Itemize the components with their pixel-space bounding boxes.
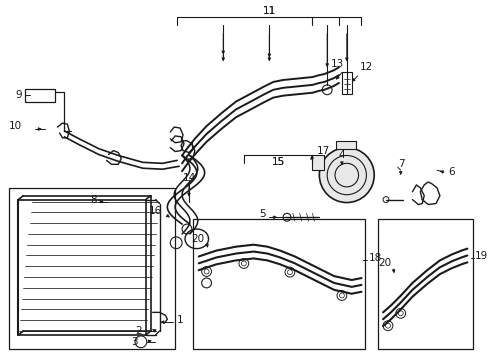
- Text: 18: 18: [367, 253, 381, 264]
- Bar: [25, 89, 55, 102]
- Text: 2: 2: [135, 326, 142, 336]
- Bar: [312, 156, 324, 170]
- Text: 11: 11: [262, 6, 275, 16]
- Text: 9: 9: [16, 90, 22, 100]
- Text: 1: 1: [177, 315, 183, 325]
- Text: 6: 6: [447, 167, 453, 177]
- Bar: [377, 219, 472, 348]
- Bar: [192, 219, 365, 348]
- Bar: [8, 188, 175, 348]
- Text: 8: 8: [90, 195, 97, 204]
- Text: 15: 15: [271, 157, 284, 167]
- Text: 7: 7: [397, 159, 404, 169]
- Text: 16: 16: [149, 206, 162, 216]
- Text: 12: 12: [359, 62, 372, 72]
- Circle shape: [319, 148, 373, 203]
- Text: 10: 10: [9, 121, 22, 131]
- Bar: [335, 141, 355, 149]
- Text: 20: 20: [377, 258, 390, 268]
- Text: 14: 14: [182, 173, 195, 183]
- Text: 17: 17: [316, 145, 329, 156]
- Text: 15: 15: [271, 157, 284, 167]
- Text: 4: 4: [338, 150, 345, 161]
- Text: 3: 3: [131, 337, 138, 347]
- Text: 5: 5: [258, 209, 265, 219]
- Text: 11: 11: [262, 6, 275, 16]
- Bar: [341, 72, 351, 94]
- Text: 20: 20: [191, 234, 204, 244]
- Text: 13: 13: [330, 59, 343, 69]
- Text: 19: 19: [474, 252, 488, 261]
